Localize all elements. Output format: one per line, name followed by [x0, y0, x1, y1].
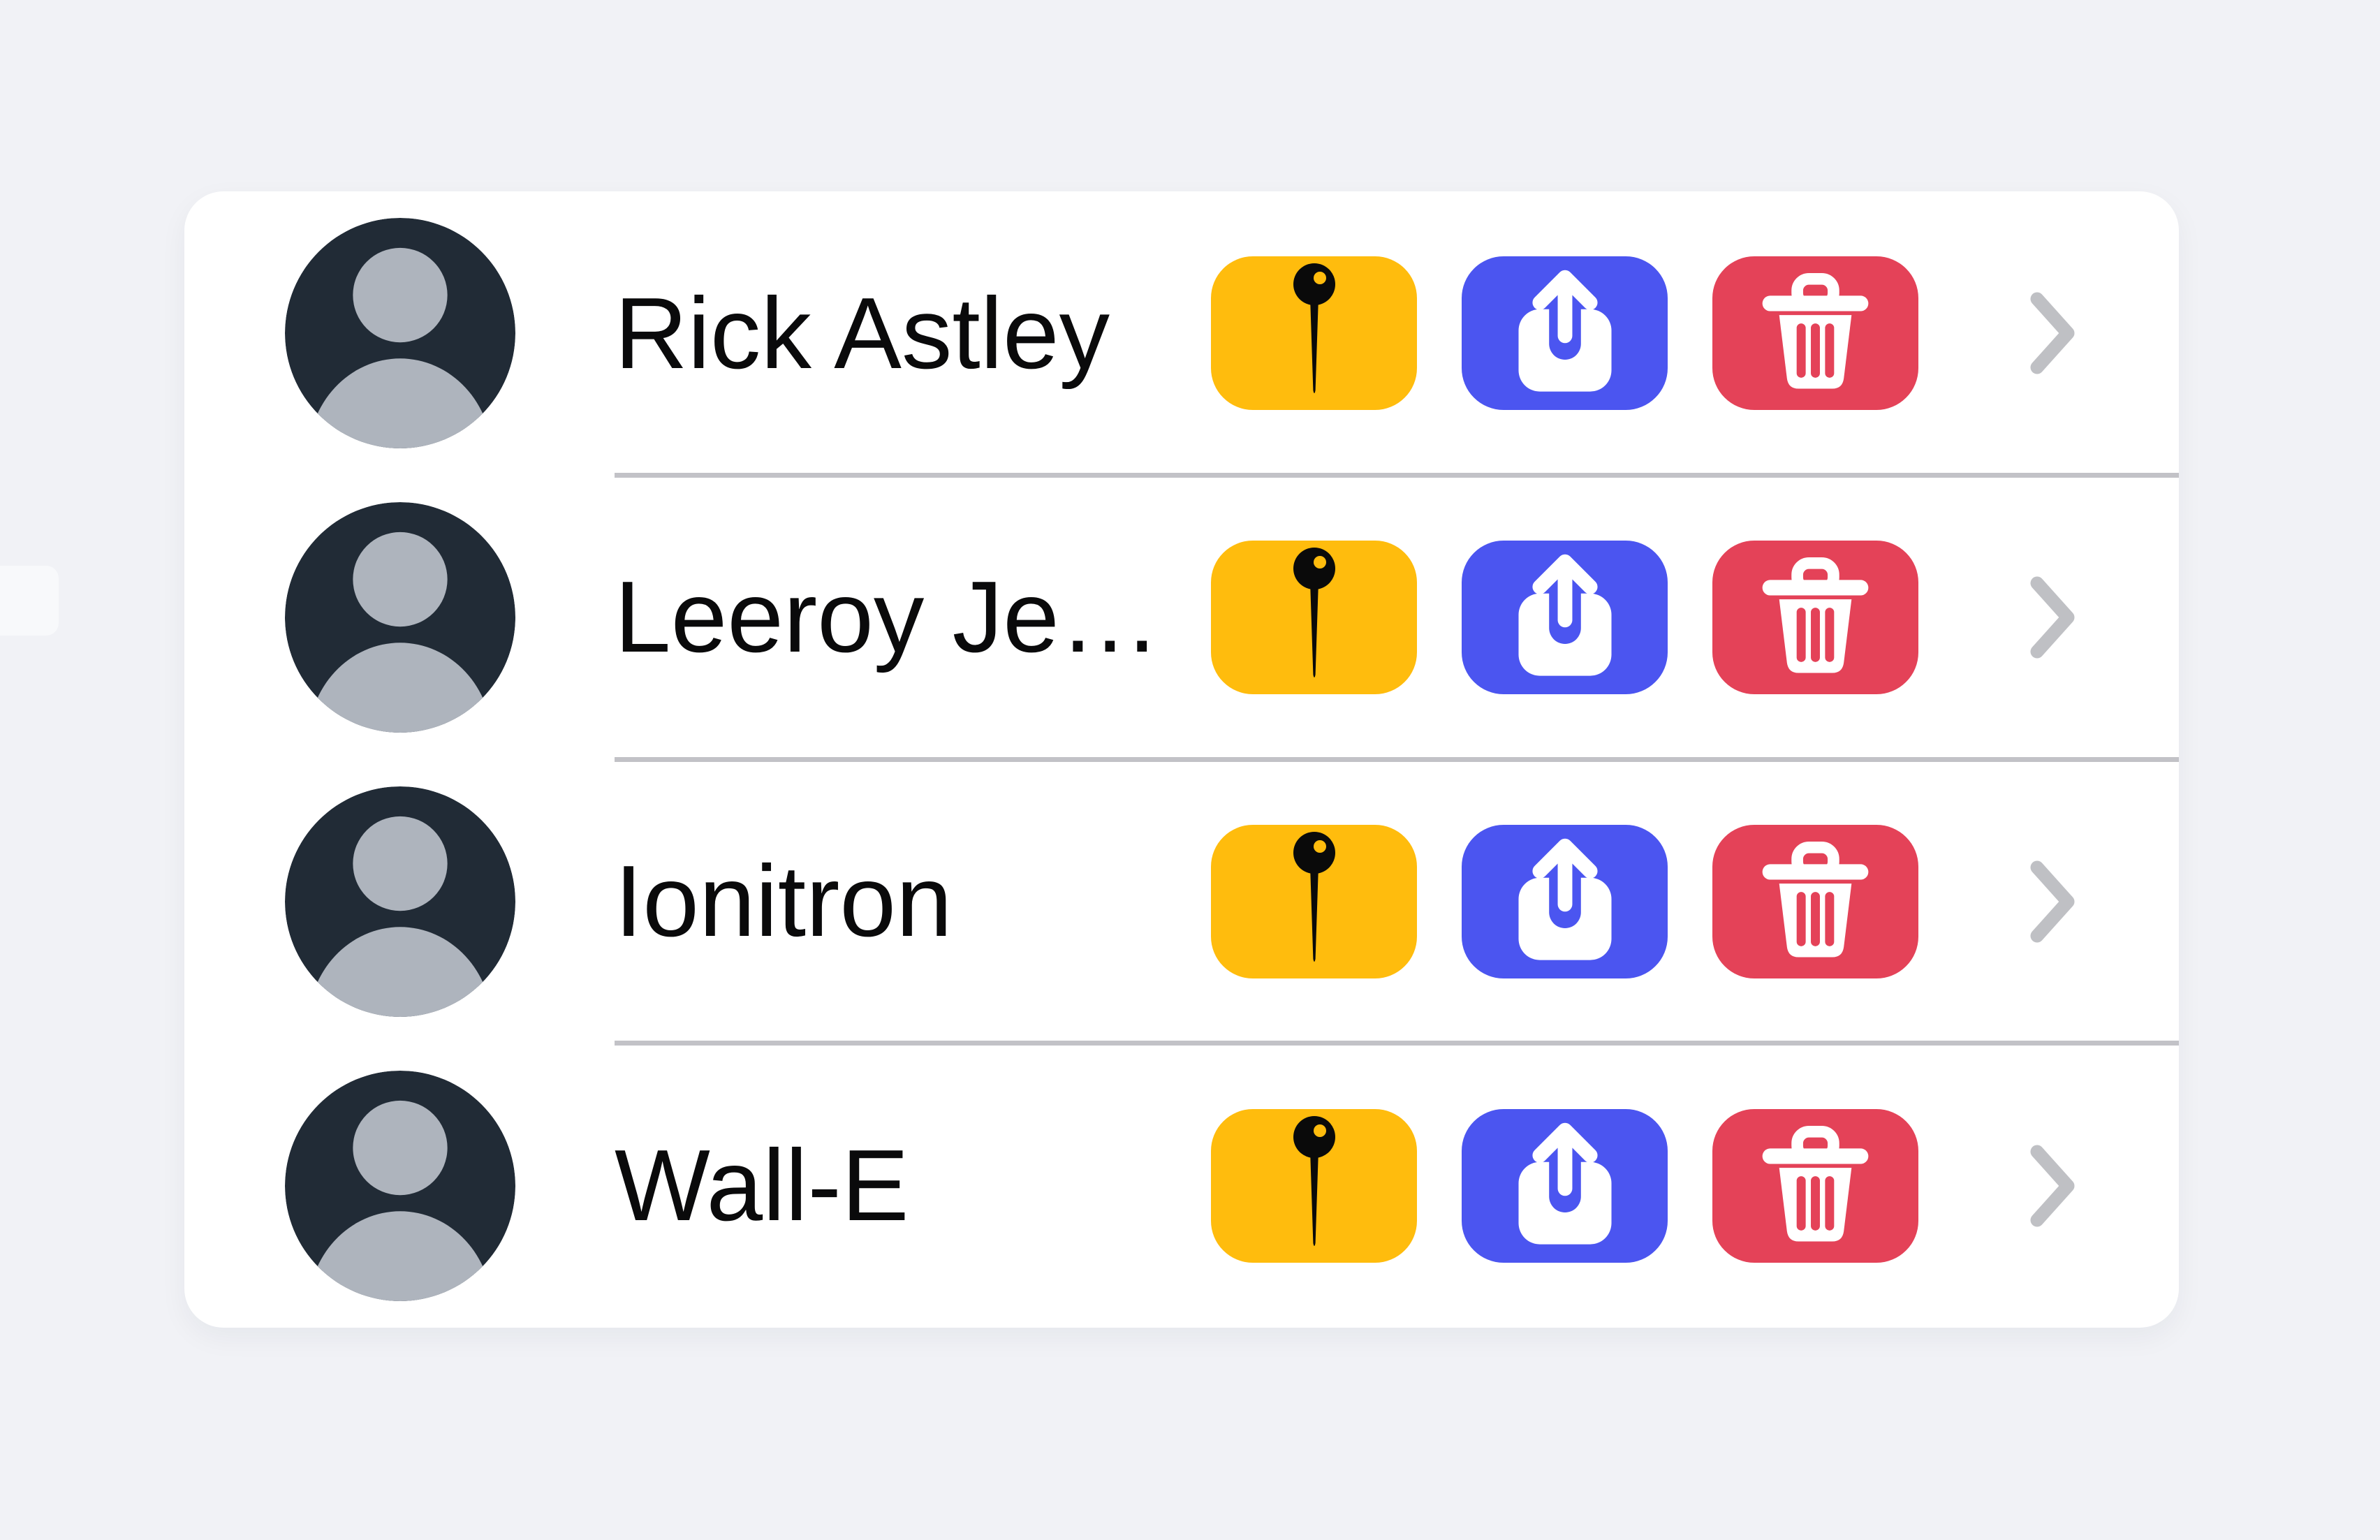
- list-item[interactable]: Ionitron: [184, 760, 2179, 1046]
- pin-icon: [1293, 1115, 1335, 1246]
- share-button[interactable]: [1462, 256, 1668, 411]
- trash-icon: [1762, 557, 1869, 673]
- list-item[interactable]: Rick Astley: [184, 191, 2179, 478]
- share-button[interactable]: [1462, 1108, 1668, 1263]
- pin-icon: [1293, 263, 1335, 394]
- avatar: [285, 786, 515, 1017]
- trash-icon: [1762, 841, 1869, 958]
- avatar: [285, 218, 515, 449]
- contact-list-card: Rick Astley: [184, 191, 2179, 1328]
- list-item[interactable]: Leeroy Je…: [184, 476, 2179, 762]
- share-button[interactable]: [1462, 541, 1668, 695]
- chevron-right-icon[interactable]: [2029, 1143, 2076, 1229]
- person-icon: [285, 502, 515, 733]
- row-divider: [615, 472, 2179, 478]
- share-upload-icon: [1518, 838, 1611, 960]
- row-actions: [1211, 541, 1918, 695]
- row-divider: [615, 756, 2179, 762]
- pin-icon: [1293, 548, 1335, 678]
- pin-button[interactable]: [1211, 824, 1417, 978]
- delete-button[interactable]: [1712, 1108, 1918, 1263]
- delete-button[interactable]: [1712, 541, 1918, 695]
- list-item[interactable]: Wall-E: [184, 1043, 2179, 1328]
- row-actions: [1211, 256, 1918, 411]
- person-icon: [285, 786, 515, 1017]
- offscreen-element-artifact: [0, 566, 59, 636]
- pin-icon: [1293, 831, 1335, 962]
- share-upload-icon: [1518, 554, 1611, 676]
- chevron-right-icon[interactable]: [2029, 859, 2076, 944]
- share-button[interactable]: [1462, 824, 1668, 978]
- chevron-right-icon[interactable]: [2029, 291, 2076, 376]
- contact-name: Ionitron: [615, 846, 953, 958]
- chevron-right-icon[interactable]: [2029, 575, 2076, 660]
- pin-button[interactable]: [1211, 256, 1417, 411]
- avatar: [285, 1070, 515, 1301]
- contact-name: Leeroy Je…: [615, 562, 1161, 673]
- contact-name: Rick Astley: [615, 277, 1110, 390]
- trash-icon: [1762, 273, 1869, 389]
- pin-button[interactable]: [1211, 541, 1417, 695]
- delete-button[interactable]: [1712, 824, 1918, 978]
- contact-name: Wall-E: [615, 1129, 909, 1242]
- row-actions: [1211, 824, 1918, 978]
- person-icon: [285, 1070, 515, 1301]
- share-upload-icon: [1518, 1122, 1611, 1245]
- row-divider: [615, 1041, 2179, 1046]
- row-actions: [1211, 1108, 1918, 1263]
- avatar: [285, 502, 515, 733]
- trash-icon: [1762, 1125, 1869, 1242]
- person-icon: [285, 218, 515, 449]
- share-upload-icon: [1518, 270, 1611, 392]
- delete-button[interactable]: [1712, 256, 1918, 411]
- pin-button[interactable]: [1211, 1108, 1417, 1263]
